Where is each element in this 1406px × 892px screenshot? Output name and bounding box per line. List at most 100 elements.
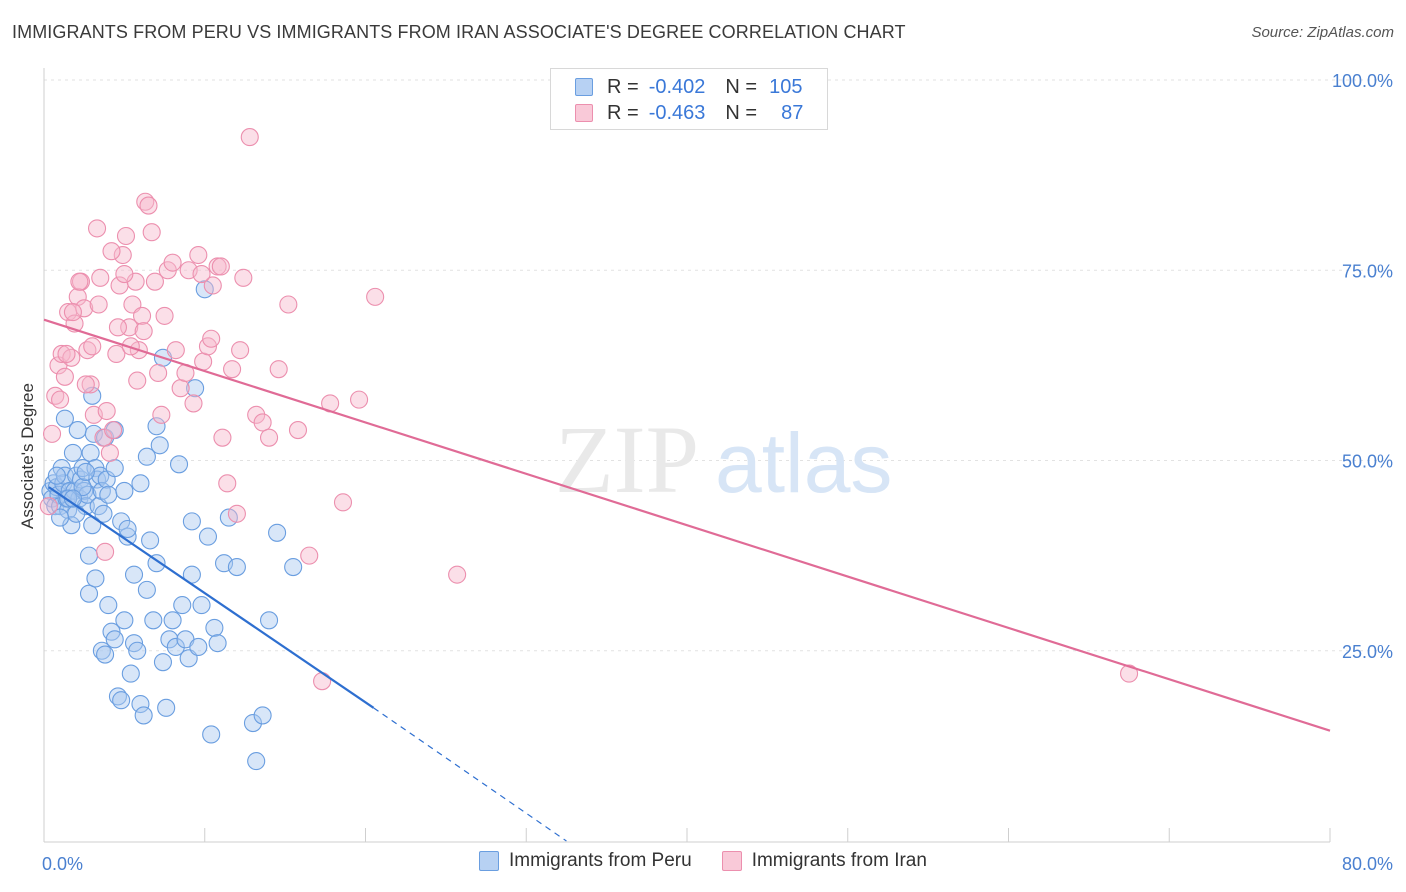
peru-point: [83, 386, 102, 405]
stats-legend: R = -0.402 N = 105 R = -0.463 N = 87: [550, 68, 828, 130]
iran-point: [91, 268, 110, 287]
peru-point: [121, 664, 140, 683]
y-tick-label: 100.0%: [1332, 71, 1393, 91]
peru-point: [99, 485, 118, 504]
peru-point: [166, 637, 185, 656]
iran-point: [142, 223, 161, 242]
peru-point: [99, 596, 118, 615]
r-label: R =: [607, 75, 639, 98]
n-label: N =: [725, 101, 758, 124]
iran-point: [97, 401, 116, 421]
iran-point: [96, 542, 115, 561]
peru-point: [115, 481, 134, 500]
iran-point: [139, 196, 158, 215]
y-axis-title: Associate's Degree: [18, 383, 37, 529]
iran-point: [116, 226, 136, 246]
iran-point: [218, 474, 237, 493]
iran-point: [300, 546, 319, 565]
peru-point: [118, 519, 137, 539]
series-legend: Immigrants from Peru Immigrants from Ira…: [0, 850, 1406, 872]
r-value-peru: -0.402: [648, 75, 706, 98]
iran-point: [171, 379, 190, 398]
legend-label-peru: Immigrants from Peru: [509, 850, 692, 871]
peru-point: [163, 611, 182, 630]
iran-point: [247, 405, 266, 424]
peru-point: [83, 516, 102, 535]
iran-point: [366, 287, 385, 306]
peru-point: [79, 546, 99, 565]
iran-point: [211, 257, 230, 276]
trend-lines: [43, 318, 1331, 842]
iran-legend-swatch: [721, 851, 742, 871]
iran-point: [213, 428, 232, 447]
y-tick-label: 50.0%: [1342, 452, 1393, 472]
iran-point: [288, 421, 308, 440]
iran-point: [259, 428, 279, 447]
iran-point: [87, 219, 107, 238]
y-tick-label: 75.0%: [1342, 261, 1393, 281]
r-label: R =: [607, 101, 639, 124]
iran-point: [39, 497, 58, 516]
peru-point: [115, 611, 134, 630]
grid-lines: [44, 79, 1390, 652]
peru-point: [67, 504, 86, 523]
peru-swatch: [575, 78, 593, 96]
iran-point: [55, 367, 74, 386]
peru-point: [144, 611, 163, 630]
peru-point: [51, 508, 70, 527]
iran-point: [234, 268, 253, 287]
iran-point: [184, 394, 203, 413]
peru-point: [186, 379, 205, 398]
iran-swatch: [575, 104, 593, 122]
y-tick-label: 25.0%: [1342, 642, 1393, 662]
peru-point: [147, 554, 166, 573]
peru-point: [147, 417, 166, 436]
peru-point: [86, 569, 105, 588]
peru-point: [112, 512, 131, 531]
peru-point: [153, 653, 173, 672]
iran-point: [448, 565, 467, 584]
iran-point: [145, 272, 164, 291]
peru-point: [243, 713, 263, 733]
legend-item-iran[interactable]: Immigrants from Iran: [721, 850, 927, 872]
iran-point: [76, 375, 95, 394]
source-label: Source: ZipAtlas.com: [1251, 24, 1394, 41]
iran-point: [94, 428, 113, 447]
peru-point: [284, 557, 303, 577]
peru-point: [192, 596, 211, 615]
iran-point: [89, 295, 108, 314]
iran-point: [240, 128, 259, 147]
n-value-iran: 87: [781, 101, 804, 124]
peru-point: [137, 580, 156, 599]
stats-row-iran: R = -0.463 N = 87: [575, 100, 803, 126]
iran-point: [223, 360, 242, 379]
peru-point: [189, 637, 208, 656]
iran-point: [113, 245, 132, 265]
iran-point: [128, 371, 147, 390]
iran-point: [313, 672, 332, 691]
peru-point: [202, 725, 221, 744]
peru-point: [182, 512, 201, 531]
iran-point: [192, 265, 211, 284]
iran-point: [57, 344, 76, 364]
stats-row-peru: R = -0.402 N = 105: [575, 74, 802, 100]
peru-point: [141, 531, 160, 550]
watermark-atlas: atlas: [715, 416, 892, 510]
peru-point: [247, 752, 266, 771]
iran-point: [102, 242, 121, 261]
peru-trend-line: [48, 486, 375, 709]
peru-point: [63, 443, 82, 462]
legend-item-peru[interactable]: Immigrants from Peru: [479, 850, 692, 872]
iran-point: [227, 504, 246, 523]
iran-point: [279, 295, 298, 314]
peru-point: [259, 611, 279, 630]
peru-point: [81, 443, 100, 462]
peru-point: [94, 504, 113, 523]
peru-point: [131, 474, 150, 493]
iran-point: [83, 337, 102, 356]
peru-point: [124, 565, 144, 584]
x-tick-label-max: 80.0%: [1342, 854, 1393, 874]
peru-point: [105, 459, 124, 478]
peru-point: [137, 447, 156, 466]
